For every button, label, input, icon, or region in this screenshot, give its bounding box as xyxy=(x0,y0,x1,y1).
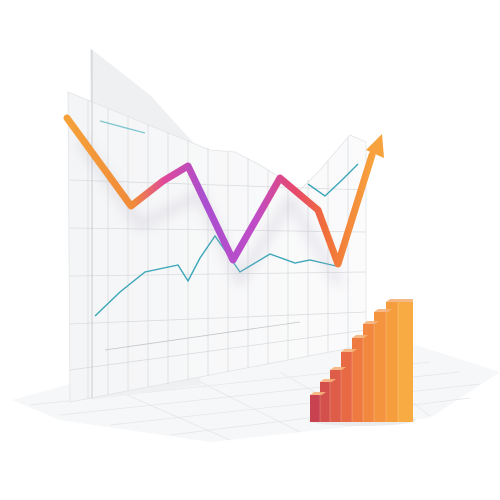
chart-panel xyxy=(67,48,367,403)
trend-line xyxy=(94,120,359,351)
zigzag-arrow xyxy=(63,114,384,268)
bar-stack xyxy=(308,299,416,426)
